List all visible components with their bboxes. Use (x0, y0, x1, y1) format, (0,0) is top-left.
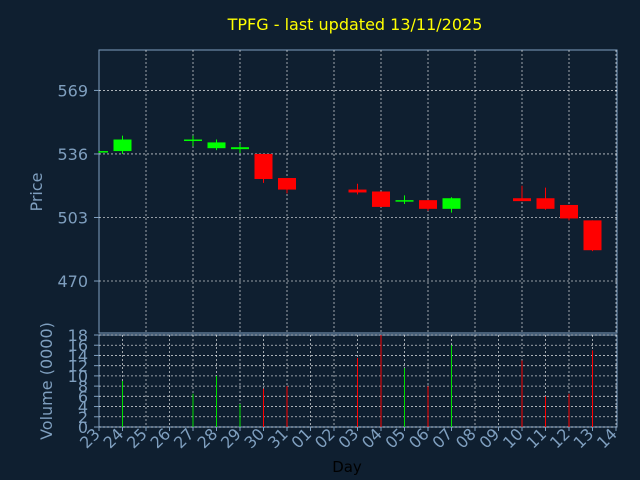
volume-tick-label: 10 (68, 367, 88, 386)
volume-tick-label: 16 (68, 336, 88, 355)
candle-body (278, 178, 296, 190)
candle-body (513, 198, 531, 202)
x-axis-label: Day (332, 458, 362, 476)
chart-title: TPFG - last updated 13/11/2025 (227, 15, 483, 34)
candle-body (560, 204, 578, 219)
volume-tick-label: 8 (78, 377, 88, 396)
volume-tick-label: 2 (78, 408, 88, 427)
candle-body (442, 198, 461, 209)
volume-axis-label: Volume (0000) (37, 322, 56, 440)
volume-tick-label: 12 (68, 357, 88, 376)
candle-body (99, 151, 108, 153)
candle-body (583, 220, 602, 251)
candle-body (231, 147, 249, 150)
candle-body (254, 153, 273, 179)
candle-body (536, 198, 555, 209)
x-tick-labels: 2324252627282930310102030405060708091011… (76, 424, 621, 452)
candle-body (207, 142, 226, 149)
candle-body (113, 139, 132, 152)
price-tick-label: 569 (57, 81, 88, 100)
price-panel: 470 503 536 569 (57, 49, 618, 334)
volume-tick-label: 14 (68, 346, 88, 365)
candle-body (372, 191, 390, 207)
price-tick-label: 503 (57, 208, 88, 227)
candle-body (348, 189, 367, 193)
price-axis-label: Price (27, 172, 46, 211)
price-tick-label: 470 (57, 272, 88, 291)
volume-tick-label: 0 (78, 418, 88, 437)
x-tick-label: 14 (593, 424, 621, 452)
candle-body (419, 200, 437, 209)
price-tick-label: 536 (57, 145, 88, 164)
volume-tick-label: 18 (68, 326, 88, 345)
candle-body (184, 139, 202, 142)
volume-tick-label: 6 (78, 387, 88, 406)
volume-tick-label: 4 (78, 398, 88, 417)
price-frame (98, 49, 618, 334)
candle-body (395, 200, 414, 202)
